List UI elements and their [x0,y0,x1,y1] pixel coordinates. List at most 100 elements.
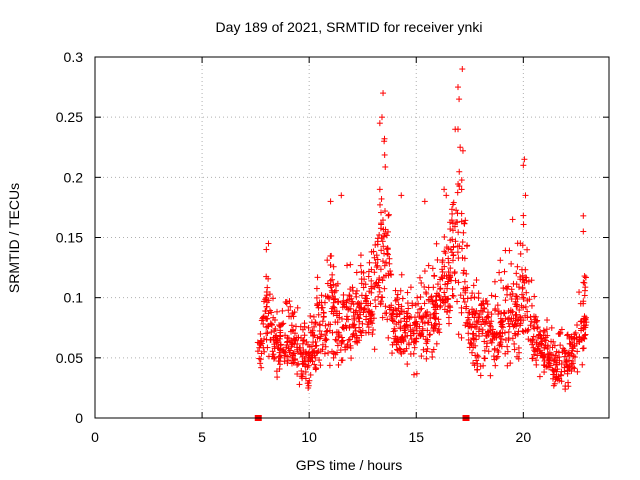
data-point [542,337,549,344]
data-point [321,350,328,357]
data-point [580,228,587,235]
data-point [265,353,272,360]
data-point [447,265,454,272]
data-point [330,263,337,270]
data-point [539,354,546,361]
data-point [350,301,357,308]
data-point [307,371,314,378]
data-point [260,298,267,305]
data-point [352,338,359,345]
data-point [569,347,576,354]
data-point [256,344,263,351]
data-point [474,352,481,359]
data-point [349,287,356,294]
data-point [258,317,265,324]
data-point [564,331,571,338]
data-point [524,308,531,315]
data-point [322,343,329,350]
data-point [456,243,463,250]
data-point [378,235,385,242]
data-point [499,324,506,331]
data-point [372,303,379,310]
data-point [332,319,339,326]
data-point [562,359,569,366]
data-point [329,329,336,336]
data-point [512,293,519,300]
data-point [411,338,418,345]
data-point [376,186,383,193]
data-point [443,192,450,199]
data-point [340,291,347,298]
data-point [306,349,313,356]
data-point [360,284,367,291]
data-point [525,326,532,333]
data-point [382,303,389,310]
data-point [463,319,470,326]
data-point [366,308,373,315]
data-point [404,361,411,368]
data-point [423,311,430,318]
x-tick-label: 10 [301,429,317,445]
data-point [301,332,308,339]
data-point [558,372,565,379]
data-point [364,295,371,302]
data-point [451,223,458,230]
data-point [279,307,286,314]
data-point [262,307,269,314]
data-point [469,311,476,318]
data-point [277,354,284,361]
data-point [263,336,270,343]
data-point [323,336,330,343]
data-point [421,300,428,307]
data-point [509,308,516,315]
data-point [270,314,277,321]
data-point [404,300,411,307]
data-point [541,336,548,343]
data-point [263,303,270,310]
data-point [461,298,468,305]
data-point [346,324,353,331]
data-point [402,329,409,336]
data-point [450,199,457,206]
data-point [280,348,287,355]
data-point [274,308,281,315]
data-point [415,300,422,307]
data-point [515,355,522,362]
data-point [462,285,469,292]
data-point [504,343,511,350]
data-point [406,314,413,321]
data-point [480,362,487,369]
data-point [314,349,321,356]
data-point [581,287,588,294]
data-point [470,360,477,367]
data-point [398,192,405,199]
data-point [546,355,553,362]
data-point [464,295,471,302]
data-point [496,342,503,349]
data-point [568,361,575,368]
data-point [420,346,427,353]
data-point [557,329,564,336]
data-point [457,292,464,299]
data-point [434,256,441,263]
data-point [348,355,355,362]
data-point [404,310,411,317]
chart-title: Day 189 of 2021, SRMTID for receiver ynk… [216,19,483,35]
data-point [385,251,392,258]
data-point [384,228,391,235]
data-point [564,367,571,374]
data-point [495,308,502,315]
data-point [268,309,275,316]
data-point [565,349,572,356]
data-point [473,307,480,314]
data-point [515,344,522,351]
data-point [497,277,504,284]
data-point [284,360,291,367]
data-point [413,370,420,377]
data-point [263,324,270,331]
data-point [290,350,297,357]
data-point [463,303,470,310]
data-point [556,330,563,337]
data-point [561,353,568,360]
data-point [299,326,306,333]
